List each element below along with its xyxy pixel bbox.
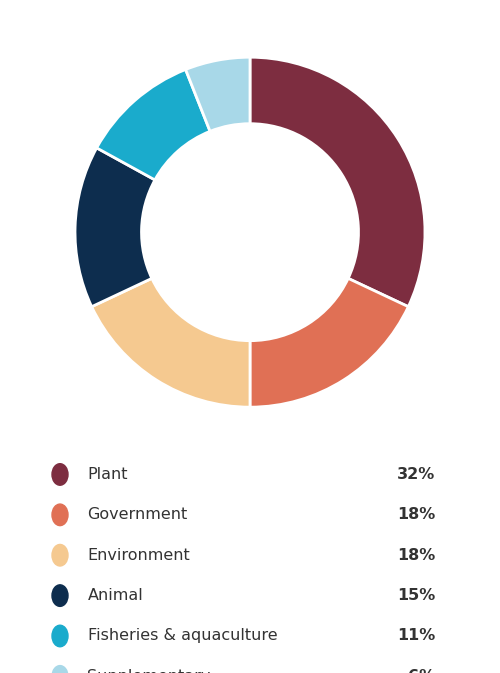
Wedge shape	[250, 57, 425, 307]
Text: Supplementary: Supplementary	[88, 669, 211, 673]
Wedge shape	[186, 57, 250, 131]
Text: 15%: 15%	[397, 588, 435, 603]
Text: Fisheries & aquaculture: Fisheries & aquaculture	[88, 629, 277, 643]
Text: 6%: 6%	[408, 669, 435, 673]
Text: 11%: 11%	[397, 629, 435, 643]
Text: 18%: 18%	[397, 548, 435, 563]
Text: 18%: 18%	[397, 507, 435, 522]
Wedge shape	[92, 279, 250, 407]
Wedge shape	[96, 69, 210, 180]
Text: 32%: 32%	[397, 467, 435, 482]
Wedge shape	[250, 279, 408, 407]
Text: Environment: Environment	[88, 548, 190, 563]
Wedge shape	[75, 148, 155, 307]
Text: Government: Government	[88, 507, 188, 522]
Text: Plant: Plant	[88, 467, 128, 482]
Text: Animal: Animal	[88, 588, 144, 603]
